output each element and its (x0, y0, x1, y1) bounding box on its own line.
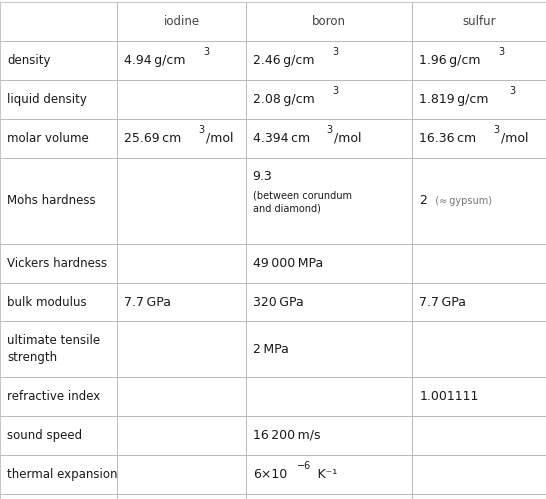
Bar (0, 2, 117, 41)
Text: /mol: /mol (206, 132, 234, 145)
Text: 3: 3 (498, 47, 505, 57)
Bar (246, 2, 412, 41)
Bar (117, 2, 246, 41)
Bar (117, 119, 246, 158)
Bar (0, 416, 117, 455)
Text: −6: −6 (297, 461, 311, 471)
Text: 1.001111: 1.001111 (419, 390, 479, 403)
Bar (0, 244, 117, 282)
Text: (≈ gypsum): (≈ gypsum) (429, 196, 492, 206)
Text: 7.7 GPa: 7.7 GPa (124, 295, 171, 308)
Text: boron: boron (312, 15, 346, 28)
Bar (0, 119, 117, 158)
Text: 2.08 g/cm: 2.08 g/cm (253, 93, 314, 106)
Bar (117, 80, 246, 119)
Bar (412, 80, 546, 119)
Bar (0, 282, 117, 321)
Bar (412, 282, 546, 321)
Bar (0, 80, 117, 119)
Bar (412, 41, 546, 80)
Text: 49 000 MPa: 49 000 MPa (253, 256, 323, 269)
Text: sound speed: sound speed (7, 429, 82, 442)
Bar (412, 158, 546, 244)
Text: iodine: iodine (163, 15, 200, 28)
Text: bulk modulus: bulk modulus (7, 295, 87, 308)
Bar (412, 416, 546, 455)
Text: refractive index: refractive index (7, 390, 100, 403)
Bar (0, 377, 117, 416)
Text: 3: 3 (198, 125, 204, 135)
Text: sulfur: sulfur (462, 15, 496, 28)
Text: 7.7 GPa: 7.7 GPa (419, 295, 466, 308)
Bar (0, 494, 117, 499)
Text: molar volume: molar volume (7, 132, 89, 145)
Text: (between corundum
and diamond): (between corundum and diamond) (253, 191, 352, 214)
Bar (412, 494, 546, 499)
Bar (117, 244, 246, 282)
Bar (246, 119, 412, 158)
Bar (246, 158, 412, 244)
Bar (246, 244, 412, 282)
Text: liquid density: liquid density (7, 93, 87, 106)
Bar (117, 321, 246, 377)
Bar (117, 41, 246, 80)
Text: 16.36 cm: 16.36 cm (419, 132, 476, 145)
Bar (0, 455, 117, 494)
Text: 320 GPa: 320 GPa (253, 295, 304, 308)
Bar (117, 416, 246, 455)
Text: density: density (7, 54, 50, 67)
Text: 1.96 g/cm: 1.96 g/cm (419, 54, 480, 67)
Text: 16 200 m/s: 16 200 m/s (253, 429, 320, 442)
Text: 6×10: 6×10 (253, 468, 287, 481)
Text: 3: 3 (493, 125, 499, 135)
Bar (246, 377, 412, 416)
Text: 3: 3 (204, 47, 210, 57)
Bar (412, 455, 546, 494)
Bar (246, 494, 412, 499)
Text: 3: 3 (332, 47, 338, 57)
Bar (246, 455, 412, 494)
Bar (117, 455, 246, 494)
Bar (117, 282, 246, 321)
Bar (0, 158, 117, 244)
Text: 3: 3 (327, 125, 333, 135)
Bar (246, 41, 412, 80)
Text: 2.46 g/cm: 2.46 g/cm (253, 54, 314, 67)
Text: 25.69 cm: 25.69 cm (124, 132, 182, 145)
Bar (117, 494, 246, 499)
Bar (246, 282, 412, 321)
Text: 4.394 cm: 4.394 cm (253, 132, 310, 145)
Bar (117, 158, 246, 244)
Text: Vickers hardness: Vickers hardness (7, 256, 107, 269)
Bar (0, 41, 117, 80)
Text: K⁻¹: K⁻¹ (315, 468, 337, 481)
Bar (246, 321, 412, 377)
Text: 3: 3 (333, 86, 339, 96)
Text: thermal expansion: thermal expansion (7, 468, 117, 481)
Bar (412, 119, 546, 158)
Text: Mohs hardness: Mohs hardness (7, 194, 96, 207)
Text: 1.819 g/cm: 1.819 g/cm (419, 93, 489, 106)
Bar (412, 244, 546, 282)
Text: 2: 2 (419, 194, 427, 207)
Text: /mol: /mol (501, 132, 529, 145)
Bar (0, 321, 117, 377)
Bar (246, 416, 412, 455)
Text: /mol: /mol (334, 132, 362, 145)
Text: 9.3: 9.3 (253, 170, 272, 183)
Bar (412, 377, 546, 416)
Text: 4.94 g/cm: 4.94 g/cm (124, 54, 186, 67)
Text: 3: 3 (509, 86, 515, 96)
Bar (412, 2, 546, 41)
Text: ultimate tensile
strength: ultimate tensile strength (7, 334, 100, 364)
Text: 2 MPa: 2 MPa (253, 343, 289, 356)
Bar (246, 80, 412, 119)
Bar (117, 377, 246, 416)
Bar (412, 321, 546, 377)
